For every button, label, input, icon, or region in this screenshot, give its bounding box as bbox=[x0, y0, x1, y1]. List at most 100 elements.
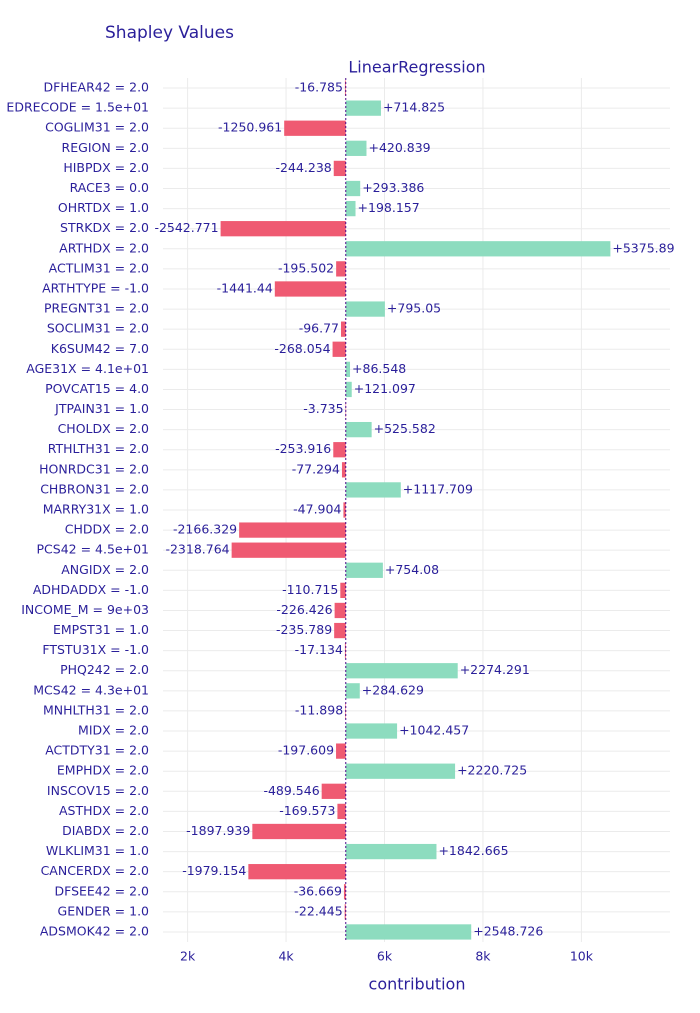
bar bbox=[345, 401, 347, 418]
bar bbox=[336, 261, 346, 277]
y-tick-label: RTHLTH31 = 2.0 bbox=[48, 441, 149, 456]
bar bbox=[337, 803, 346, 820]
value-label: +1117.709 bbox=[403, 481, 473, 496]
value-label: +795.05 bbox=[387, 301, 441, 316]
value-label: -2318.764 bbox=[165, 542, 229, 557]
value-label: +284.629 bbox=[362, 682, 424, 697]
value-label: -2166.329 bbox=[173, 522, 237, 537]
value-label: -169.573 bbox=[279, 803, 335, 818]
y-tick-label: ACTDTY31 = 2.0 bbox=[45, 743, 149, 758]
x-tick-label: 10k bbox=[570, 949, 594, 964]
y-tick-label: AGE31X = 4.1e+01 bbox=[26, 361, 149, 376]
value-label: -1441.44 bbox=[217, 280, 273, 295]
value-label: -268.054 bbox=[274, 341, 330, 356]
value-label: +2548.726 bbox=[473, 923, 543, 938]
value-label: -244.238 bbox=[276, 160, 332, 175]
y-tick-label: ANGIDX = 2.0 bbox=[61, 562, 149, 577]
value-label: -1979.154 bbox=[182, 863, 246, 878]
y-tick-label: DFSEE42 = 2.0 bbox=[54, 883, 149, 898]
value-label: -1250.961 bbox=[218, 120, 282, 135]
x-tick-label: 2k bbox=[180, 949, 196, 964]
bar bbox=[341, 321, 346, 337]
bar bbox=[284, 120, 346, 136]
bar bbox=[345, 301, 385, 317]
y-tick-label: EMPST31 = 1.0 bbox=[53, 622, 149, 637]
bar bbox=[252, 823, 346, 840]
y-tick-label: HIBPDX = 2.0 bbox=[63, 160, 149, 175]
y-tick-label: OHRTDX = 1.0 bbox=[58, 200, 149, 215]
y-tick-label: POVCAT15 = 4.0 bbox=[45, 381, 149, 396]
y-tick-label: ADHDADDX = -1.0 bbox=[33, 582, 149, 597]
value-label: -96.77 bbox=[299, 321, 339, 336]
bar bbox=[341, 462, 346, 478]
value-label: -16.785 bbox=[295, 80, 343, 95]
y-tick-label: INSCOV15 = 2.0 bbox=[47, 783, 149, 798]
bar bbox=[345, 843, 437, 860]
y-tick-label: MNHLTH31 = 2.0 bbox=[43, 702, 149, 717]
y-tick-label: HONRDC31 = 2.0 bbox=[39, 461, 149, 476]
value-label: +1042.457 bbox=[399, 723, 469, 738]
x-tick-label: 6k bbox=[377, 949, 393, 964]
bar bbox=[336, 743, 346, 759]
y-tick-label: ARTHDX = 2.0 bbox=[59, 240, 149, 255]
x-tick-label: 4k bbox=[278, 949, 294, 964]
value-label: -3.735 bbox=[303, 401, 343, 416]
y-tick-label: WLKLIM31 = 1.0 bbox=[46, 843, 149, 858]
value-label: -11.898 bbox=[295, 702, 343, 717]
value-label: +293.386 bbox=[362, 180, 424, 195]
value-label: -110.715 bbox=[282, 582, 338, 597]
bar bbox=[344, 904, 346, 920]
bar bbox=[334, 622, 346, 639]
bar bbox=[239, 522, 346, 538]
value-label: -77.294 bbox=[292, 461, 340, 476]
bar bbox=[345, 562, 383, 578]
bar bbox=[345, 200, 356, 217]
bar bbox=[340, 582, 346, 599]
value-label: -489.546 bbox=[263, 783, 319, 798]
y-tick-label: MARRY31X = 1.0 bbox=[43, 502, 149, 517]
bar bbox=[345, 361, 351, 377]
bar bbox=[248, 864, 346, 880]
value-label: +86.548 bbox=[352, 361, 406, 376]
bar bbox=[343, 884, 346, 900]
y-tick-label: CANCERDX = 2.0 bbox=[41, 863, 149, 878]
y-tick-label: ACTLIM31 = 2.0 bbox=[49, 260, 149, 275]
y-tick-label: ADSMOK42 = 2.0 bbox=[40, 923, 149, 938]
bar bbox=[321, 783, 346, 799]
bar bbox=[345, 100, 381, 116]
x-tick-label: 8k bbox=[475, 949, 491, 964]
y-tick-label: MCS42 = 4.3e+01 bbox=[33, 682, 149, 697]
value-label: +525.582 bbox=[374, 421, 436, 436]
y-tick-label: CHOLDX = 2.0 bbox=[58, 421, 149, 436]
value-label: +2274.291 bbox=[460, 662, 530, 677]
y-tick-label: DFHEAR42 = 2.0 bbox=[43, 80, 149, 95]
y-tick-label: SOCLIM31 = 2.0 bbox=[47, 321, 149, 336]
bar bbox=[231, 542, 346, 558]
bar bbox=[345, 482, 401, 498]
y-tick-label: CHBRON31 = 2.0 bbox=[40, 481, 149, 496]
value-label: +2220.725 bbox=[457, 763, 527, 778]
value-label: +121.097 bbox=[354, 381, 416, 396]
value-label: -226.426 bbox=[276, 602, 332, 617]
y-tick-label: INCOME_M = 9e+03 bbox=[21, 602, 149, 617]
value-label: -17.134 bbox=[295, 642, 343, 657]
bar bbox=[345, 683, 360, 699]
y-tick-label: EMPHDX = 2.0 bbox=[57, 763, 149, 778]
value-label: +754.08 bbox=[385, 562, 439, 577]
bar bbox=[345, 421, 372, 438]
chart-subtitle: LinearRegression bbox=[348, 58, 485, 77]
value-label: -197.609 bbox=[278, 743, 334, 758]
value-label: -47.904 bbox=[293, 502, 341, 517]
value-label: -2542.771 bbox=[154, 220, 218, 235]
y-tick-label: REGION = 2.0 bbox=[62, 140, 149, 155]
value-label: -253.916 bbox=[275, 441, 331, 456]
chart-title: Shapley Values bbox=[105, 23, 234, 43]
value-label: -195.502 bbox=[278, 260, 334, 275]
bar bbox=[332, 341, 346, 357]
value-label: -36.669 bbox=[294, 883, 342, 898]
bar bbox=[345, 140, 367, 156]
y-tick-label: EDRECODE = 1.5e+01 bbox=[6, 100, 149, 115]
y-tick-label: K6SUM42 = 7.0 bbox=[51, 341, 149, 356]
bar bbox=[345, 381, 352, 398]
bar bbox=[345, 924, 472, 940]
